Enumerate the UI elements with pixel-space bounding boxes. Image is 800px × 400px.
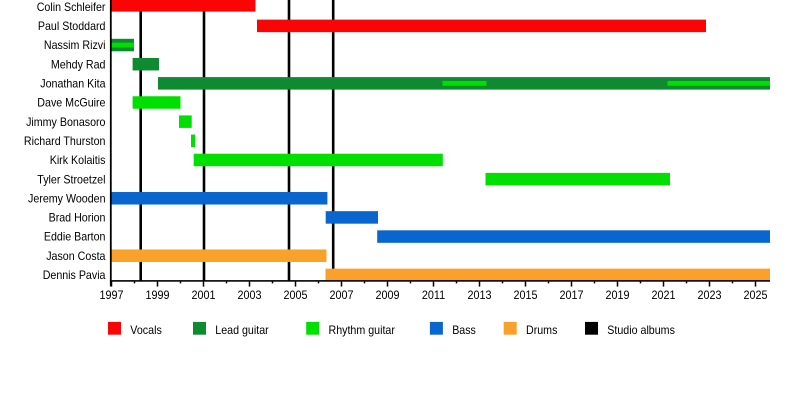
svg-text:1999: 1999: [146, 289, 170, 302]
svg-text:Rhythm guitar: Rhythm guitar: [329, 324, 396, 337]
svg-text:2007: 2007: [330, 289, 354, 302]
svg-text:Jonathan Kita: Jonathan Kita: [40, 78, 106, 91]
svg-text:1997: 1997: [100, 289, 124, 302]
svg-text:2011: 2011: [422, 289, 445, 302]
svg-text:2017: 2017: [560, 289, 584, 302]
svg-text:Paul Stoddard: Paul Stoddard: [38, 20, 106, 33]
svg-text:2001: 2001: [192, 289, 216, 302]
svg-text:Studio albums: Studio albums: [607, 324, 675, 337]
svg-text:Dave McGuire: Dave McGuire: [37, 97, 105, 110]
svg-text:Jeremy Wooden: Jeremy Wooden: [28, 192, 106, 205]
svg-text:Bass: Bass: [452, 324, 476, 337]
svg-text:Drums: Drums: [526, 324, 558, 337]
svg-text:2025: 2025: [744, 289, 768, 302]
svg-text:2023: 2023: [698, 289, 722, 302]
svg-text:Eddie Barton: Eddie Barton: [44, 231, 106, 244]
svg-text:2019: 2019: [606, 289, 630, 302]
svg-text:Nassim Rizvi: Nassim Rizvi: [44, 39, 106, 52]
svg-text:2005: 2005: [284, 289, 308, 302]
svg-text:Brad Horion: Brad Horion: [49, 212, 106, 225]
svg-text:2009: 2009: [376, 289, 400, 302]
svg-text:2013: 2013: [468, 289, 492, 302]
svg-text:Kirk Kolaitis: Kirk Kolaitis: [50, 154, 106, 167]
svg-text:Colin Schleifer: Colin Schleifer: [37, 1, 106, 14]
svg-text:2015: 2015: [514, 289, 538, 302]
svg-text:2003: 2003: [238, 289, 262, 302]
svg-text:Jimmy Bonasoro: Jimmy Bonasoro: [26, 116, 105, 129]
svg-text:Jason Costa: Jason Costa: [46, 250, 106, 263]
svg-text:Mehdy Rad: Mehdy Rad: [51, 58, 106, 71]
svg-text:Dennis Pavia: Dennis Pavia: [43, 269, 106, 282]
svg-text:Vocals: Vocals: [130, 324, 162, 337]
svg-text:Richard Thurston: Richard Thurston: [24, 135, 106, 148]
svg-text:Tyler Stroetzel: Tyler Stroetzel: [37, 173, 105, 186]
svg-text:2021: 2021: [652, 289, 676, 302]
svg-text:Lead guitar: Lead guitar: [215, 324, 269, 337]
